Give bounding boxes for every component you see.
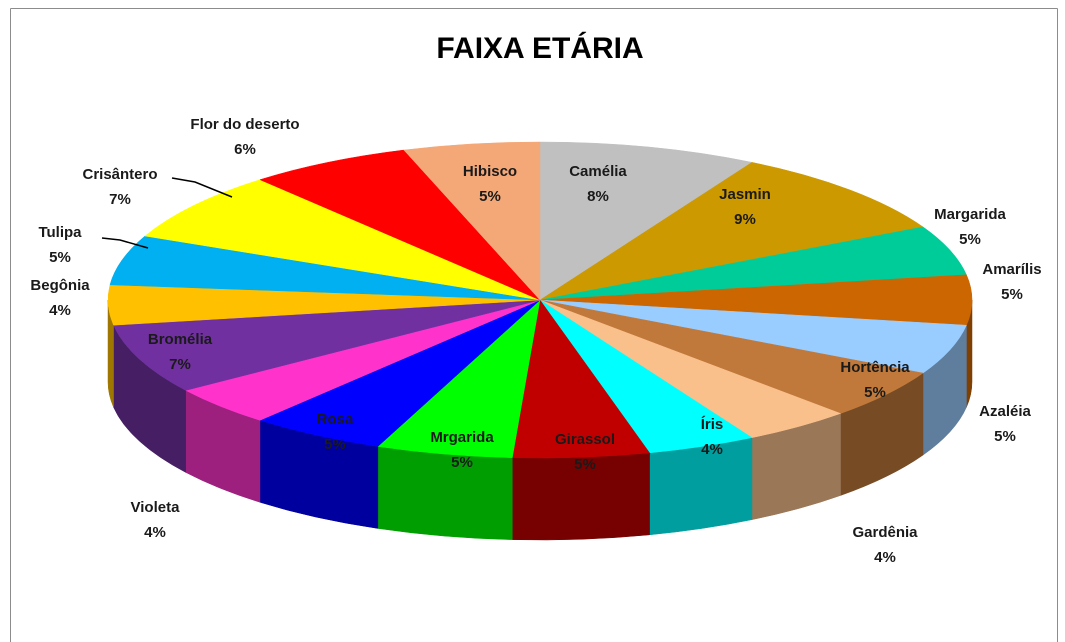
slice-label: Íris [701, 416, 724, 433]
slice-label: Hortência [840, 359, 910, 376]
slice-value-label: 4% [701, 441, 723, 458]
slice-label: Jasmin [719, 186, 771, 203]
slice-label: Bromélia [148, 331, 213, 348]
slice [259, 149, 541, 301]
slice-value-label: 4% [49, 302, 71, 319]
slice-value-label: 5% [324, 436, 346, 453]
slice-tops [107, 141, 973, 459]
slice-label: Girassol [555, 431, 615, 448]
chart-title: FAIXA ETÁRIA [436, 31, 643, 65]
slice-value-label: 5% [1001, 286, 1023, 303]
slice-value-label: 5% [864, 384, 886, 401]
slice-value-label: 4% [144, 524, 166, 541]
slice [403, 141, 541, 301]
slice-side [377, 446, 513, 540]
slice-value-label: 9% [734, 211, 756, 228]
slice-label: Rosa [317, 411, 354, 428]
slice [539, 141, 753, 301]
slice-value-label: 5% [574, 456, 596, 473]
slice-label: Gardênia [852, 524, 918, 541]
slice [144, 179, 541, 301]
leader-line [101, 237, 149, 249]
slice-value-label: 5% [479, 188, 501, 205]
slice-label: Margarida [934, 206, 1006, 223]
slice-value-label: 5% [451, 454, 473, 471]
slice-value-label: 5% [994, 428, 1016, 445]
slice-value-label: 8% [587, 188, 609, 205]
slice-label: Begônia [30, 277, 90, 294]
slice-label: Tulipa [38, 224, 82, 241]
slice-label: Azaléia [979, 403, 1031, 420]
slice-label: Mrgarida [430, 429, 494, 446]
slice-value-label: 5% [959, 231, 981, 248]
slice-label: Camélia [569, 163, 627, 180]
slice-label: Amarílis [982, 261, 1041, 278]
slice-value-label: 4% [874, 549, 896, 566]
slice-label: Violeta [131, 499, 181, 516]
slice-label: Flor do deserto [190, 116, 299, 133]
slice-value-label: 7% [109, 191, 131, 208]
slice-label: Hibisco [463, 163, 517, 180]
leader-line [171, 177, 233, 198]
slice [113, 299, 541, 391]
slice-label: Crisântero [82, 166, 157, 183]
slice [539, 162, 924, 301]
slice-value-label: 5% [49, 249, 71, 266]
slice-value-label: 6% [234, 141, 256, 158]
slice-value-label: 7% [169, 356, 191, 373]
